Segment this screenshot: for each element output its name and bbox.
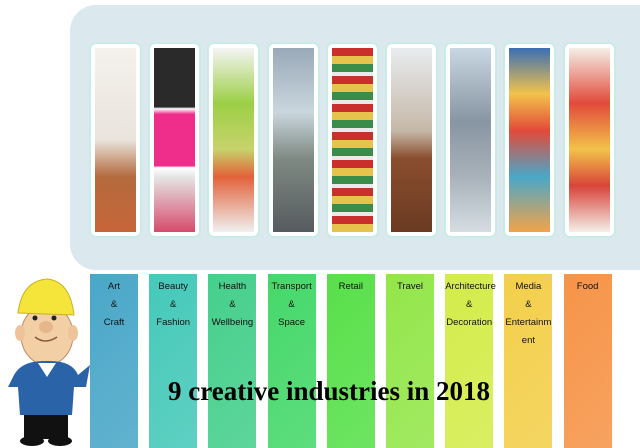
industry-image-card xyxy=(266,42,320,238)
industry-column: Art & Craft xyxy=(90,274,138,448)
industry-label: ent xyxy=(521,335,535,346)
industry-image-card xyxy=(444,42,498,238)
industry-label: Food xyxy=(576,281,599,292)
industry-label: Architecture xyxy=(445,281,496,292)
food-icons-image xyxy=(568,48,610,232)
industry-label: Fashion xyxy=(156,317,191,328)
highway-city-image xyxy=(272,48,314,232)
industry-label: Space xyxy=(278,317,306,328)
industry-label: & xyxy=(229,299,236,310)
bicycle-and-interior-image xyxy=(95,48,136,232)
industry-image-card xyxy=(562,42,616,238)
industry-label: & xyxy=(466,299,473,310)
page-title: 9 creative industries in 2018 xyxy=(168,376,490,406)
tower-bridge-image xyxy=(450,48,492,232)
industry-label: Retail xyxy=(338,281,363,292)
industry-image-card xyxy=(325,42,379,238)
blouses-on-hangers-image xyxy=(154,48,196,232)
industry-label: Decoration xyxy=(446,317,493,328)
industry-image-card xyxy=(503,42,557,238)
industry-label: Wellbeing xyxy=(211,317,254,328)
suitcases-landmarks-image xyxy=(391,48,432,232)
industry-image-card xyxy=(207,42,261,238)
industry-label: & xyxy=(110,299,118,310)
industry-label: Media xyxy=(515,281,542,292)
industry-label: & xyxy=(170,299,177,310)
industry-label: Travel xyxy=(396,281,424,292)
industry-column: Beauty & Fashion xyxy=(149,274,198,448)
construction-worker-mascot xyxy=(8,278,90,446)
industry-column: Transport & Space xyxy=(267,274,316,448)
industry-image-card xyxy=(148,42,202,238)
industry-column: Media & Entertainm ent xyxy=(504,274,553,448)
industry-column: Health & Wellbeing xyxy=(208,274,257,448)
industry-image-card xyxy=(385,42,438,238)
media-icons-image xyxy=(509,48,551,232)
industry-label: Entertainm xyxy=(505,317,552,328)
industry-label: Health xyxy=(218,281,247,292)
industry-label: & xyxy=(525,299,532,310)
industry-column: Travel xyxy=(386,274,434,448)
industry-label: Transport xyxy=(271,281,312,292)
industry-column: Retail xyxy=(326,274,375,448)
industry-label: Beauty xyxy=(158,281,188,292)
supermarket-shelves-image xyxy=(331,48,373,232)
industry-label: & xyxy=(288,299,295,310)
industry-label: Craft xyxy=(103,317,125,328)
apple-and-stethoscope-image xyxy=(213,48,255,232)
industry-image-card xyxy=(89,42,142,238)
industry-column: Food xyxy=(563,274,612,448)
industry-column: Architecture & Decoration xyxy=(445,274,496,448)
industry-label: Art xyxy=(107,281,121,292)
